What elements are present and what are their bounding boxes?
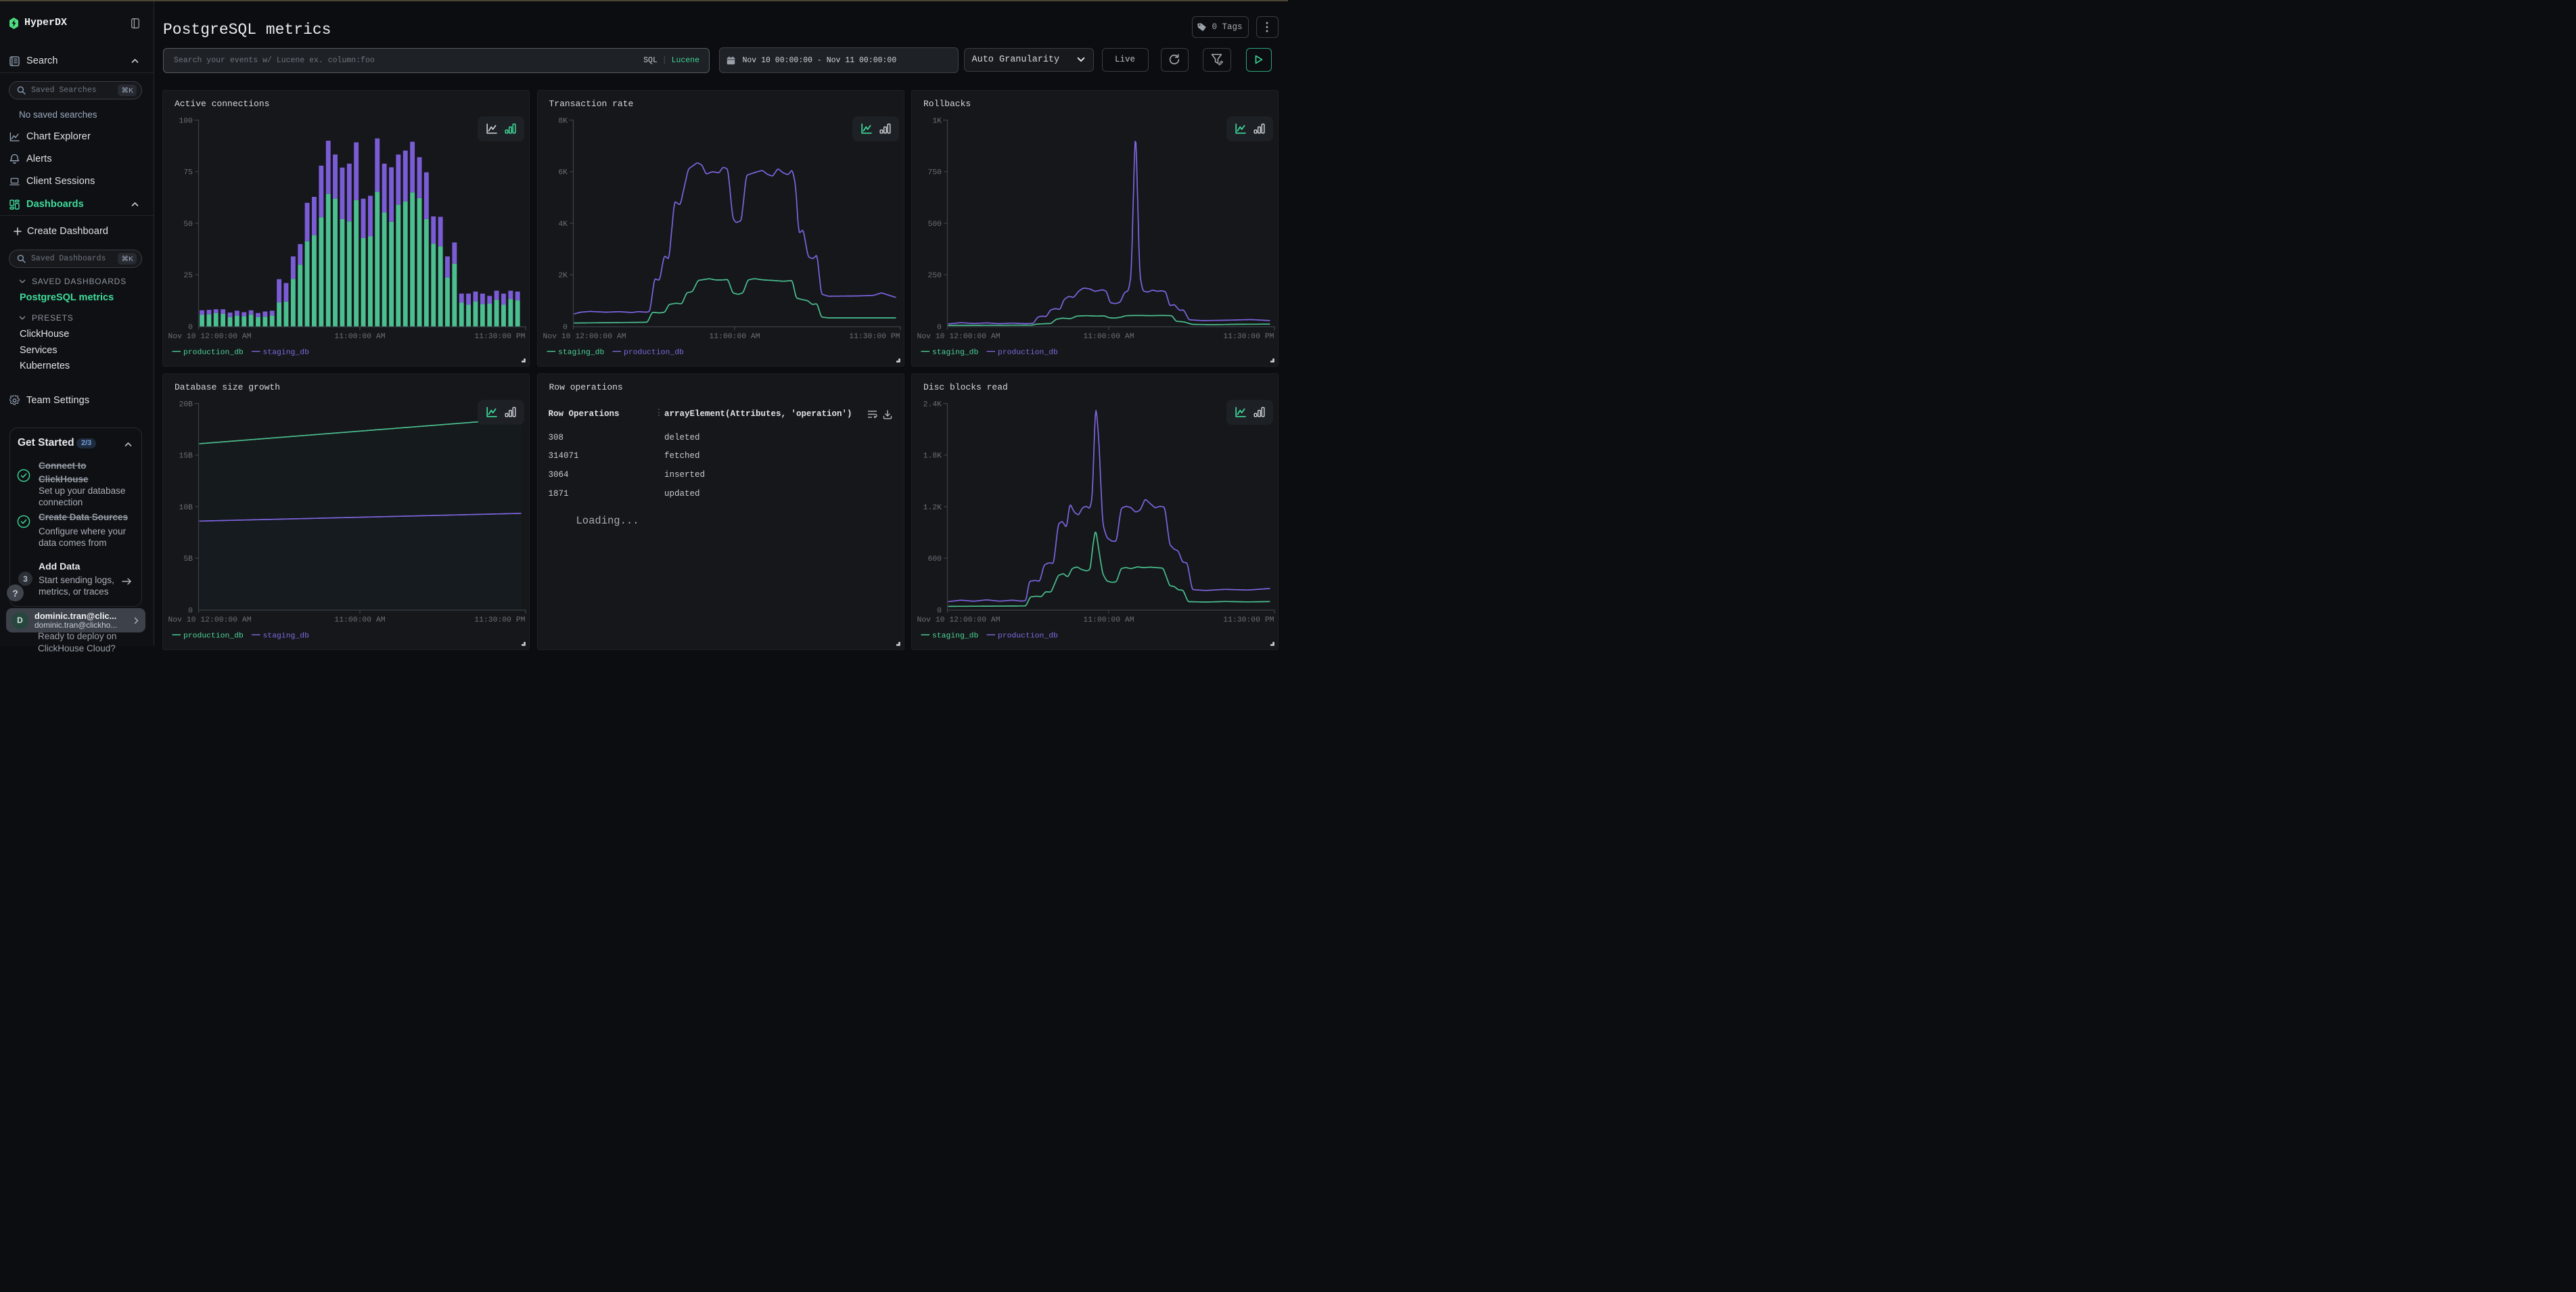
svg-text:1.2K: 1.2K <box>923 504 942 512</box>
svg-text:11:00:00 AM: 11:00:00 AM <box>334 616 385 624</box>
svg-text:11:00:00 AM: 11:00:00 AM <box>1083 616 1134 624</box>
svg-text:0: 0 <box>937 607 942 615</box>
svg-text:11:30:00 PM: 11:30:00 PM <box>1223 616 1274 624</box>
svg-text:production_db: production_db <box>183 632 244 641</box>
svg-text:25: 25 <box>183 272 193 280</box>
svg-text:0: 0 <box>188 607 193 615</box>
svg-text:5B: 5B <box>183 555 193 563</box>
svg-text:1K: 1K <box>932 117 942 125</box>
svg-text:11:30:00 PM: 11:30:00 PM <box>849 333 900 341</box>
svg-text:0: 0 <box>188 323 193 331</box>
svg-text:250: 250 <box>927 272 942 280</box>
svg-text:20B: 20B <box>179 400 193 409</box>
svg-text:11:00:00 AM: 11:00:00 AM <box>334 333 385 341</box>
svg-text:2.4K: 2.4K <box>923 400 942 409</box>
svg-text:staging_db: staging_db <box>263 348 310 356</box>
svg-text:10B: 10B <box>179 504 193 512</box>
svg-text:4K: 4K <box>558 220 568 228</box>
svg-text:staging_db: staging_db <box>932 348 979 356</box>
svg-text:staging_db: staging_db <box>263 632 310 641</box>
svg-text:staging_db: staging_db <box>558 348 605 356</box>
svg-text:11:30:00 PM: 11:30:00 PM <box>474 333 525 341</box>
svg-text:600: 600 <box>927 555 942 563</box>
svg-text:11:00:00 AM: 11:00:00 AM <box>1083 333 1134 341</box>
svg-text:production_db: production_db <box>183 348 244 356</box>
svg-text:6K: 6K <box>558 168 568 177</box>
svg-text:production_db: production_db <box>998 348 1058 356</box>
svg-text:750: 750 <box>927 168 942 177</box>
svg-text:100: 100 <box>179 117 193 125</box>
svg-text:staging_db: staging_db <box>932 632 979 641</box>
svg-text:50: 50 <box>183 220 193 228</box>
svg-text:2K: 2K <box>558 272 568 280</box>
svg-text:8K: 8K <box>558 117 568 125</box>
svg-text:production_db: production_db <box>624 348 684 356</box>
svg-text:Nov 10 12:00:00 AM: Nov 10 12:00:00 AM <box>917 616 1001 624</box>
svg-text:0: 0 <box>563 323 568 331</box>
svg-text:11:00:00 AM: 11:00:00 AM <box>709 333 760 341</box>
svg-text:Nov 10 12:00:00 AM: Nov 10 12:00:00 AM <box>168 333 252 341</box>
svg-text:Nov 10 12:00:00 AM: Nov 10 12:00:00 AM <box>168 616 252 624</box>
svg-text:Nov 10 12:00:00 AM: Nov 10 12:00:00 AM <box>917 333 1001 341</box>
svg-text:Nov 10 12:00:00 AM: Nov 10 12:00:00 AM <box>543 333 626 341</box>
svg-text:75: 75 <box>183 168 193 177</box>
svg-text:11:30:00 PM: 11:30:00 PM <box>1223 333 1274 341</box>
svg-text:15B: 15B <box>179 453 193 461</box>
svg-text:production_db: production_db <box>998 632 1058 641</box>
svg-text:11:30:00 PM: 11:30:00 PM <box>474 616 525 624</box>
svg-text:500: 500 <box>927 220 942 228</box>
svg-text:1.8K: 1.8K <box>923 453 942 461</box>
svg-text:0: 0 <box>937 323 942 331</box>
